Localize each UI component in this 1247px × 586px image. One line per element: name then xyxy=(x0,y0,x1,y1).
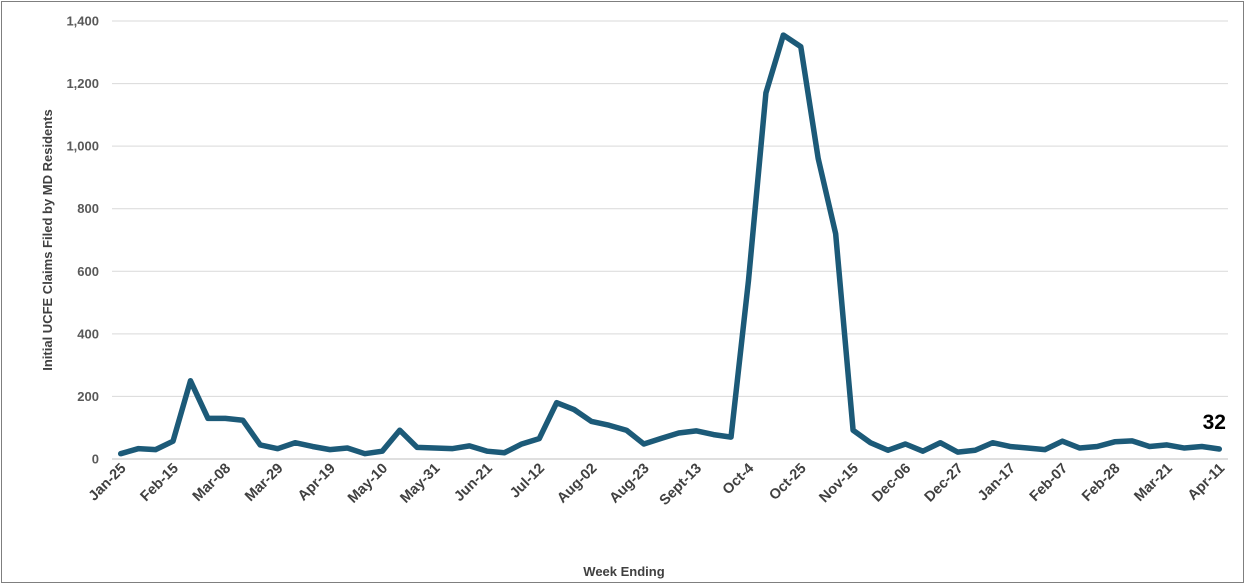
x-tick-label: Mar-08 xyxy=(190,461,234,505)
last-value-label: 32 xyxy=(1203,411,1226,434)
y-tick-label: 400 xyxy=(77,326,99,341)
x-tick-label: Jul-12 xyxy=(507,461,548,502)
y-tick-label: 1,000 xyxy=(66,139,99,154)
x-tick-label: Dec-27 xyxy=(922,461,967,506)
x-axis-ticks: Jan-25 Feb-15 Mar-08 Mar-29 Apr-19 May-10 May-… xyxy=(86,461,1228,509)
x-tick-label: Jan-25 xyxy=(86,461,130,505)
x-tick-label: Oct-25 xyxy=(766,461,809,504)
y-tick-label: 1,200 xyxy=(66,76,99,91)
x-tick-label: Mar-29 xyxy=(242,461,286,505)
series-group xyxy=(117,32,1223,457)
y-axis-title: Initial UCFE Claims Filed by MD Resident… xyxy=(40,109,55,371)
x-tick-label: Nov-15 xyxy=(816,461,862,507)
x-tick-label: Sept-13 xyxy=(657,461,705,509)
y-tick-label: 800 xyxy=(77,201,99,216)
y-tick-label: 1,400 xyxy=(66,14,99,29)
x-tick-label: May-10 xyxy=(345,461,391,507)
x-tick-label: Feb-28 xyxy=(1079,461,1123,505)
x-axis-title: Week Ending xyxy=(583,564,664,579)
x-tick-label: Aug-02 xyxy=(554,461,600,507)
y-axis-ticks: 0 200 400 600 800 1,000 1,200 1,400 xyxy=(66,14,99,467)
x-tick-label: Feb-07 xyxy=(1027,461,1071,505)
x-tick-label: May-31 xyxy=(397,461,443,507)
x-tick-label: Jun-21 xyxy=(451,461,495,505)
x-tick-label: Feb-15 xyxy=(137,461,181,505)
y-tick-label: 200 xyxy=(77,389,99,404)
x-tick-label: Oct-4 xyxy=(720,461,758,499)
x-tick-label: Apr-11 xyxy=(1185,461,1228,504)
y-tick-label: 0 xyxy=(92,452,99,467)
series-line xyxy=(117,32,1223,457)
x-tick-label: Mar-21 xyxy=(1131,461,1175,505)
y-tick-label: 600 xyxy=(77,264,99,279)
x-tick-label: Apr-19 xyxy=(295,461,339,505)
x-tick-label: Aug-23 xyxy=(607,461,653,507)
x-tick-label: Dec-06 xyxy=(869,461,914,506)
x-tick-label: Jan-17 xyxy=(975,461,1019,505)
gridlines xyxy=(112,20,1228,460)
